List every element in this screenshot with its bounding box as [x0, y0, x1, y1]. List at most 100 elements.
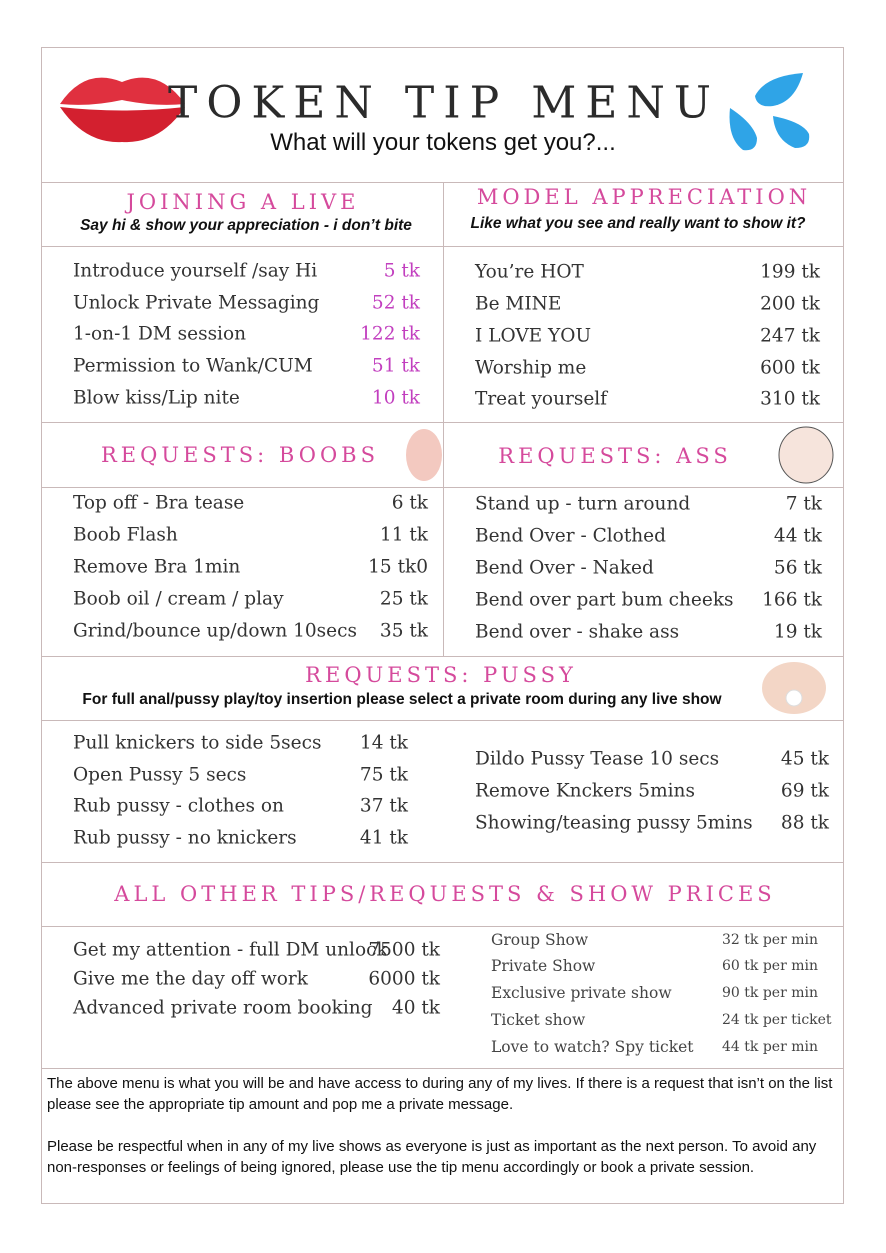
border: [41, 47, 843, 48]
item-name: Boob oil / cream / play: [73, 588, 284, 610]
item-name: Stand up - turn around: [475, 493, 691, 515]
item-price: 5 tk: [383, 260, 420, 282]
item-price: 247 tk: [760, 325, 820, 347]
item-price: 32 tk per min: [722, 932, 818, 948]
section-note: For full anal/pussy play/toy insertion p…: [82, 691, 722, 708]
divider: [41, 926, 843, 927]
item-name: Treat yourself: [475, 388, 608, 410]
item-name: I LOVE YOU: [475, 325, 592, 347]
item-price: 310 tk: [760, 388, 820, 410]
divider: [41, 720, 843, 721]
item-name: Blow kiss/Lip nite: [73, 387, 240, 409]
item-price: 6 tk: [391, 492, 428, 514]
divider: [41, 656, 843, 657]
item-price: 14 tk: [359, 732, 408, 754]
item-name: Top off - Bra tease: [73, 492, 245, 514]
column-divider: [443, 182, 444, 656]
section-heading: MODEL APPRECIATION: [476, 185, 812, 209]
item-name: You’re HOT: [475, 261, 584, 283]
item-price: 25 tk: [379, 588, 428, 610]
section-heading: REQUESTS: BOOBS: [101, 443, 379, 467]
item-name: Grind/bounce up/down 10secs: [73, 620, 357, 642]
item-price: 40 tk: [391, 997, 440, 1019]
item-name: Open Pussy 5 secs: [73, 764, 247, 786]
section-heading: JOINING A LIVE: [126, 190, 360, 214]
item-price: 24 tk per ticket: [722, 1012, 832, 1028]
item-name: Worship me: [475, 357, 587, 379]
item-name: Bend Over - Naked: [475, 557, 654, 579]
item-price: 6000 tk: [368, 968, 440, 990]
border: [41, 1203, 843, 1204]
divider: [41, 487, 843, 488]
decor-icon: [778, 426, 834, 484]
item-name: Permission to Wank/CUM: [73, 355, 313, 377]
item-name: 1-on-1 DM session: [73, 323, 247, 345]
item-price: 88 tk: [780, 812, 829, 834]
item-price: 199 tk: [760, 261, 820, 283]
divider: [41, 182, 843, 183]
divider: [41, 1068, 843, 1069]
item-price: 44 tk: [773, 525, 822, 547]
border: [41, 47, 42, 1204]
item-price: 11 tk: [379, 524, 428, 546]
item-name: Remove Knckers 5mins: [475, 780, 695, 802]
item-name: Boob Flash: [73, 524, 178, 546]
item-price: 7500 tk: [368, 939, 440, 961]
item-price: 10 tk: [371, 387, 420, 409]
section-note: Like what you see and really want to sho…: [470, 215, 806, 232]
item-price: 122 tk: [360, 323, 420, 345]
item-name: Bend over part bum cheeks: [475, 589, 734, 611]
item-price: 200 tk: [760, 293, 820, 315]
item-price: 90 tk per min: [722, 985, 818, 1001]
subtitle: What will your tokens get you?...: [270, 129, 616, 156]
item-price: 44 tk per min: [722, 1039, 818, 1055]
section-note: Say hi & show your appreciation - i don’…: [80, 217, 412, 234]
footer-paragraph: The above menu is what you will be and h…: [47, 1075, 833, 1113]
item-name: Rub pussy - no knickers: [73, 827, 297, 849]
item-name: Exclusive private show: [491, 984, 672, 1002]
item-name: Advanced private room booking: [73, 997, 373, 1019]
item-name: Showing/teasing pussy 5mins: [475, 812, 753, 834]
item-price: 69 tk: [780, 780, 829, 802]
footer-paragraph: Please be respectful when in any of my l…: [47, 1138, 817, 1176]
item-price: 37 tk: [359, 795, 408, 817]
item-name: Dildo Pussy Tease 10 secs: [475, 748, 720, 770]
item-price: 600 tk: [760, 357, 820, 379]
item-name: Give me the day off work: [73, 968, 308, 990]
title: TOKEN TIP MENU: [168, 77, 720, 129]
item-name: Rub pussy - clothes on: [73, 795, 284, 817]
section-heading: REQUESTS: ASS: [498, 444, 732, 468]
item-price: 45 tk: [780, 748, 829, 770]
item-name: Be MINE: [475, 293, 562, 315]
divider: [41, 862, 843, 863]
droplets-icon: [729, 73, 810, 151]
item-name: Private Show: [491, 957, 596, 975]
item-price: 7 tk: [785, 493, 822, 515]
item-price: 41 tk: [359, 827, 408, 849]
item-price: 51 tk: [371, 355, 420, 377]
item-name: Love to watch? Spy ticket: [491, 1038, 694, 1056]
item-name: Bend Over - Clothed: [475, 525, 666, 547]
item-name: Pull knickers to side 5secs: [73, 732, 322, 754]
item-price: 56 tk: [773, 557, 822, 579]
item-price: 52 tk: [371, 292, 420, 314]
item-price: 15 tk0: [368, 556, 428, 578]
section-heading: ALL OTHER TIPS/REQUESTS & SHOW PRICES: [114, 882, 776, 906]
item-price: 60 tk per min: [722, 958, 818, 974]
border: [843, 47, 844, 1204]
item-name: Ticket show: [491, 1011, 586, 1029]
item-name: Bend over - shake ass: [475, 621, 680, 643]
decor-icon: [762, 662, 826, 714]
item-name: Introduce yourself /say Hi: [73, 260, 318, 282]
item-price: 166 tk: [762, 589, 822, 611]
item-price: 35 tk: [379, 620, 428, 642]
decor-icon: [406, 429, 442, 481]
item-price: 75 tk: [359, 764, 408, 786]
item-name: Get my attention - full DM unlock: [73, 939, 388, 961]
item-name: Unlock Private Messaging: [73, 292, 320, 314]
item-name: Group Show: [491, 931, 589, 949]
lips-icon: [60, 77, 185, 143]
item-name: Remove Bra 1min: [73, 556, 241, 578]
